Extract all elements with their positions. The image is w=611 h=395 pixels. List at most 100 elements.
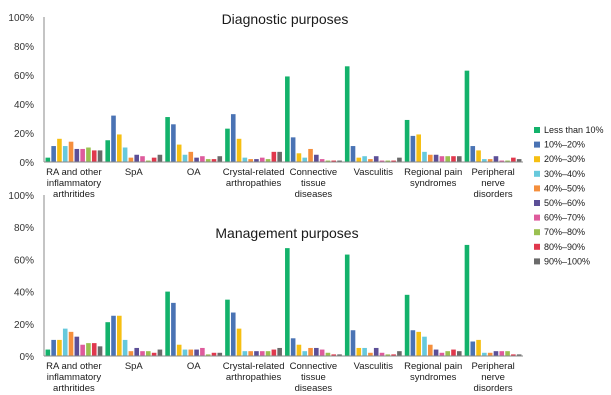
x-tick-label: Connective <box>290 167 338 178</box>
bar <box>91 150 97 162</box>
chart-title: Management purposes <box>215 225 358 241</box>
bar <box>248 159 253 162</box>
bar <box>242 351 248 356</box>
bar <box>379 352 385 356</box>
legend-swatch <box>534 170 540 177</box>
legend-label: 10%–20% <box>544 140 585 150</box>
bar <box>391 160 396 162</box>
bar <box>211 352 217 356</box>
bar <box>368 352 373 356</box>
x-tick-label: diseases <box>295 383 333 394</box>
bar <box>410 135 416 162</box>
bar <box>200 156 205 162</box>
bar <box>511 354 516 356</box>
bar <box>397 351 402 356</box>
bar <box>45 349 51 356</box>
bar <box>344 254 350 356</box>
legend-label: Less than 10% <box>544 125 604 135</box>
bar <box>230 114 236 162</box>
chart-title: Diagnostic purposes <box>222 11 349 27</box>
bar <box>308 148 313 162</box>
bar <box>45 157 51 162</box>
bar <box>451 156 456 162</box>
y-tick-label: 60% <box>14 71 34 82</box>
bar <box>445 351 450 356</box>
bar <box>482 352 487 356</box>
bar <box>105 322 111 356</box>
bar <box>128 351 134 356</box>
bar <box>80 344 85 356</box>
bar <box>470 146 476 162</box>
y-tick-label: 100% <box>8 13 34 24</box>
bar <box>344 66 350 162</box>
bar <box>254 159 259 162</box>
bar <box>117 315 122 356</box>
bar <box>277 347 282 356</box>
bar <box>505 160 510 162</box>
bar <box>373 347 379 356</box>
bar <box>165 291 170 356</box>
bar <box>165 117 170 162</box>
x-tick-label: syndromes <box>410 372 457 383</box>
bar <box>176 144 182 162</box>
bar <box>445 156 450 162</box>
bar <box>464 244 470 356</box>
bar <box>265 159 271 162</box>
bar <box>433 349 439 356</box>
x-tick-label: Peripheral <box>471 167 514 178</box>
legend-swatch <box>534 156 540 163</box>
bar <box>451 349 456 356</box>
x-tick-label: OA <box>187 361 201 372</box>
x-tick-label: arthritides <box>53 383 95 394</box>
bar <box>487 352 493 356</box>
x-tick-label: Peripheral <box>471 361 514 372</box>
x-tick-label: Crystal-related <box>223 167 285 178</box>
bar <box>62 146 68 162</box>
bar <box>86 343 91 356</box>
bar <box>319 159 325 162</box>
bar <box>74 148 80 162</box>
bar <box>242 157 248 162</box>
bar <box>97 150 103 162</box>
bar <box>111 115 116 162</box>
bar <box>325 160 331 162</box>
bar <box>404 119 410 162</box>
bar <box>308 347 313 356</box>
legend-label: 80%–90% <box>544 242 585 252</box>
bar <box>290 338 296 356</box>
bar <box>314 347 319 356</box>
bar <box>285 248 290 356</box>
x-tick-label: Regional pain <box>404 167 462 178</box>
bar <box>176 344 182 356</box>
bar <box>157 154 163 162</box>
management-chart: Management purposes 0% 20% 40% 60% 80% 100% RA… <box>8 191 523 394</box>
x-tick-label: syndromes <box>410 178 457 189</box>
bar <box>427 154 433 162</box>
y-tick-label: 20% <box>14 129 34 140</box>
bar <box>122 147 128 162</box>
bar <box>51 339 56 356</box>
bar <box>296 344 302 356</box>
bar <box>482 159 487 162</box>
bar <box>225 128 230 162</box>
bar <box>302 157 308 162</box>
bar <box>217 352 223 356</box>
y-tick-label: 40% <box>14 288 34 299</box>
bar <box>456 156 462 162</box>
bar <box>476 339 481 356</box>
x-tick-label: disorders <box>474 189 513 200</box>
legend-swatch <box>534 141 540 148</box>
y-tick-label: 100% <box>8 191 34 202</box>
bar <box>439 352 445 356</box>
x-tick-label: disorders <box>474 383 513 394</box>
legend-swatch <box>534 258 540 265</box>
bar <box>200 347 205 356</box>
bar <box>368 159 373 162</box>
bar <box>105 140 111 162</box>
bar <box>271 349 277 356</box>
bar <box>80 148 85 162</box>
bar <box>397 157 402 162</box>
bar <box>146 160 151 162</box>
bar <box>499 351 505 356</box>
bar <box>416 134 421 162</box>
